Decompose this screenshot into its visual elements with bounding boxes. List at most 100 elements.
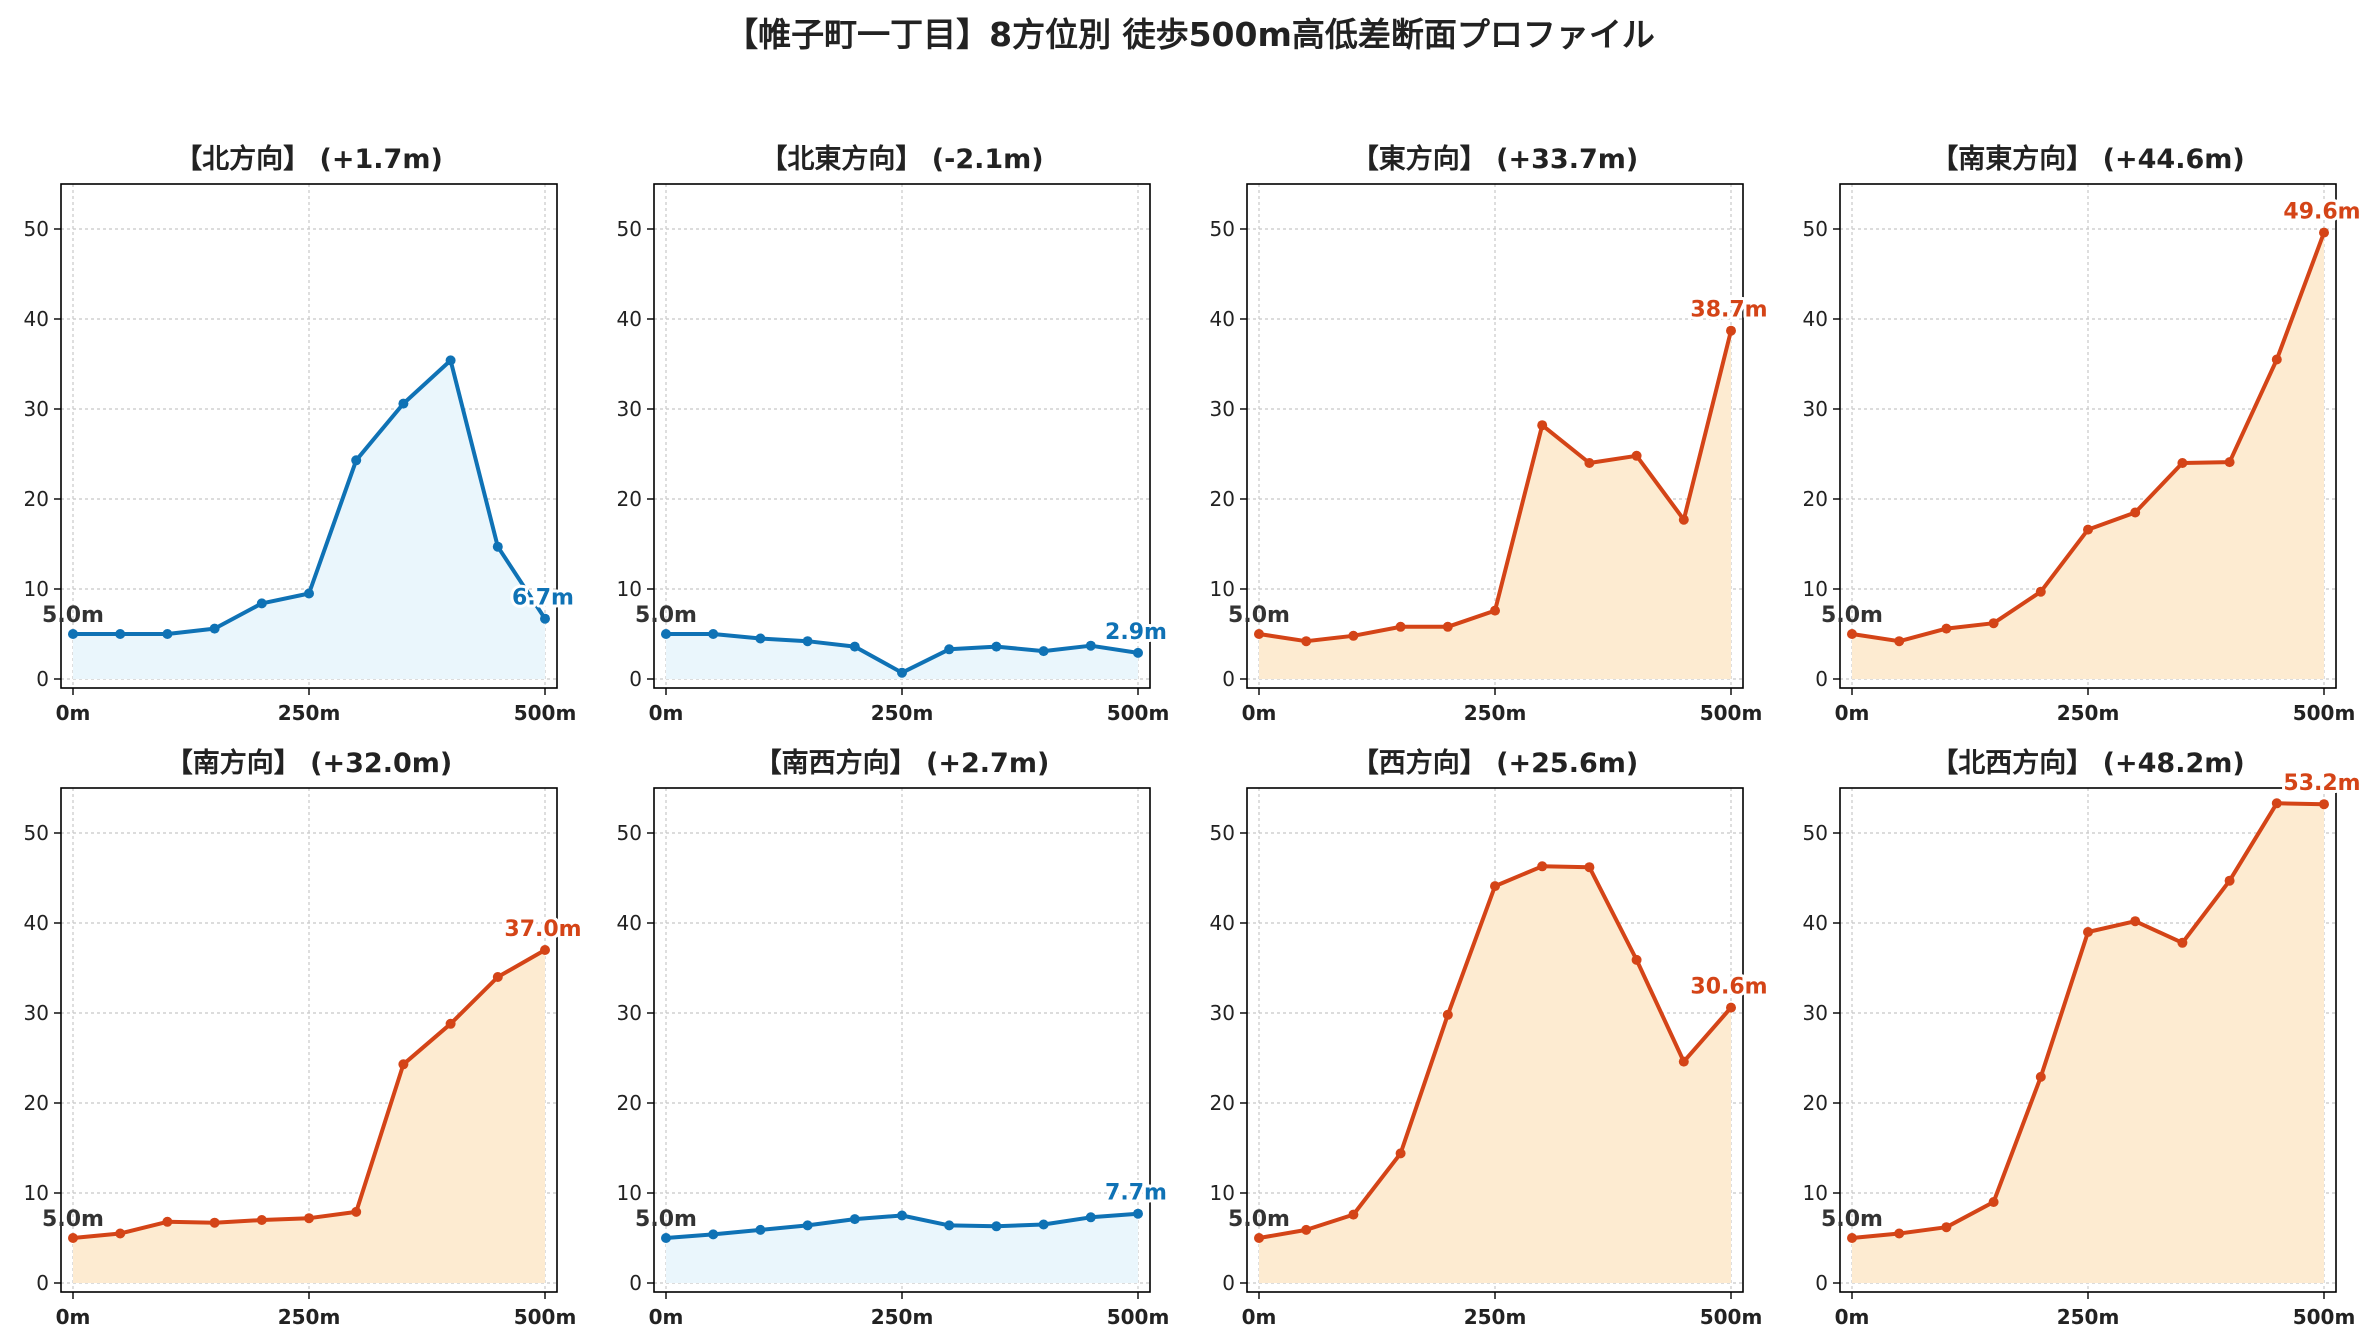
end-elevation-label: 53.2m xyxy=(2283,771,2360,796)
data-point xyxy=(755,1224,766,1235)
data-point xyxy=(304,588,314,599)
y-tick-label: 0 xyxy=(1815,1271,1828,1295)
data-point xyxy=(849,641,860,652)
data-point xyxy=(2130,507,2141,518)
x-tick-label: 250m xyxy=(871,701,934,725)
x-tick-label: 250m xyxy=(278,701,341,725)
y-tick-label: 40 xyxy=(1210,911,1235,935)
panel-title: 【南西方向】 (+2.7m) xyxy=(755,747,1050,779)
x-tick-label: 0m xyxy=(56,1305,91,1329)
data-point xyxy=(1584,458,1595,468)
data-point xyxy=(304,1213,314,1224)
data-point xyxy=(708,629,719,639)
area-fill xyxy=(73,950,545,1283)
data-point xyxy=(1847,629,1857,639)
data-point xyxy=(2177,937,2188,948)
y-tick-label: 50 xyxy=(24,821,49,845)
start-elevation-label: 5.0m xyxy=(635,603,697,628)
data-point xyxy=(115,1228,126,1239)
area-fill xyxy=(1852,803,2324,1283)
data-point xyxy=(256,1215,267,1225)
data-point xyxy=(1537,420,1548,431)
y-tick-label: 20 xyxy=(617,487,642,511)
data-point xyxy=(445,1018,456,1029)
data-point xyxy=(398,398,409,409)
data-point xyxy=(1726,325,1736,336)
data-point xyxy=(115,629,126,639)
data-point xyxy=(2319,799,2329,810)
data-point xyxy=(1348,1209,1359,1220)
data-point xyxy=(2083,524,2093,535)
y-tick-label: 10 xyxy=(1210,577,1235,601)
data-point xyxy=(492,541,503,552)
y-tick-label: 0 xyxy=(36,667,49,691)
data-point xyxy=(1254,1233,1264,1243)
data-point xyxy=(708,1229,719,1240)
x-tick-label: 500m xyxy=(514,701,577,725)
data-point xyxy=(802,636,813,647)
y-tick-label: 50 xyxy=(1210,217,1235,241)
data-point xyxy=(1631,954,1642,965)
y-tick-label: 40 xyxy=(617,307,642,331)
x-tick-label: 0m xyxy=(649,701,684,725)
data-point xyxy=(162,1216,173,1227)
data-point xyxy=(2035,1071,2046,1082)
data-point xyxy=(209,1217,220,1228)
x-tick-label: 0m xyxy=(1242,1305,1277,1329)
data-point xyxy=(68,1233,78,1243)
area-fill xyxy=(1852,232,2324,679)
data-point xyxy=(1301,636,1312,647)
data-point xyxy=(1301,1224,1312,1235)
area-fill xyxy=(73,360,545,679)
y-tick-label: 30 xyxy=(24,397,49,421)
panel-title: 【南方向】 (+32.0m) xyxy=(166,747,452,779)
data-point xyxy=(1038,646,1049,657)
y-tick-label: 40 xyxy=(1803,911,1828,935)
x-tick-label: 500m xyxy=(2293,1305,2356,1329)
end-elevation-label: 49.6m xyxy=(2283,200,2360,225)
y-tick-label: 10 xyxy=(1803,1181,1828,1205)
y-tick-label: 30 xyxy=(617,397,642,421)
data-point xyxy=(398,1059,409,1070)
x-tick-label: 500m xyxy=(2293,701,2356,725)
start-elevation-label: 5.0m xyxy=(1821,603,1883,628)
data-point xyxy=(1442,1009,1453,1020)
data-point xyxy=(2130,916,2141,927)
data-point xyxy=(1678,514,1689,525)
y-tick-label: 40 xyxy=(24,911,49,935)
x-tick-label: 250m xyxy=(278,1305,341,1329)
data-point xyxy=(1988,1197,1999,1207)
data-point xyxy=(1847,1233,1857,1243)
start-elevation-label: 5.0m xyxy=(1228,1207,1290,1232)
data-point xyxy=(1133,1208,1143,1219)
end-elevation-label: 7.7m xyxy=(1105,1181,1167,1206)
panel-title: 【西方向】 (+25.6m) xyxy=(1352,747,1638,779)
end-elevation-label: 6.7m xyxy=(512,586,574,611)
area-fill xyxy=(666,634,1138,679)
y-tick-label: 10 xyxy=(24,577,49,601)
y-tick-label: 40 xyxy=(24,307,49,331)
data-point xyxy=(2271,354,2282,365)
x-tick-label: 0m xyxy=(1835,1305,1870,1329)
x-tick-label: 250m xyxy=(1464,1305,1527,1329)
data-point xyxy=(1395,621,1406,632)
data-point xyxy=(1537,861,1548,872)
data-point xyxy=(2224,875,2235,886)
panel-title: 【北方向】 (+1.7m) xyxy=(175,143,443,175)
y-tick-label: 10 xyxy=(1803,577,1828,601)
data-point xyxy=(351,455,362,466)
y-tick-label: 0 xyxy=(629,667,642,691)
panel-title: 【南東方向】 (+44.6m) xyxy=(1931,143,2244,175)
x-tick-label: 500m xyxy=(1107,701,1170,725)
x-tick-label: 250m xyxy=(1464,701,1527,725)
y-tick-label: 30 xyxy=(1803,397,1828,421)
x-tick-label: 500m xyxy=(514,1305,577,1329)
data-point xyxy=(1038,1219,1049,1230)
